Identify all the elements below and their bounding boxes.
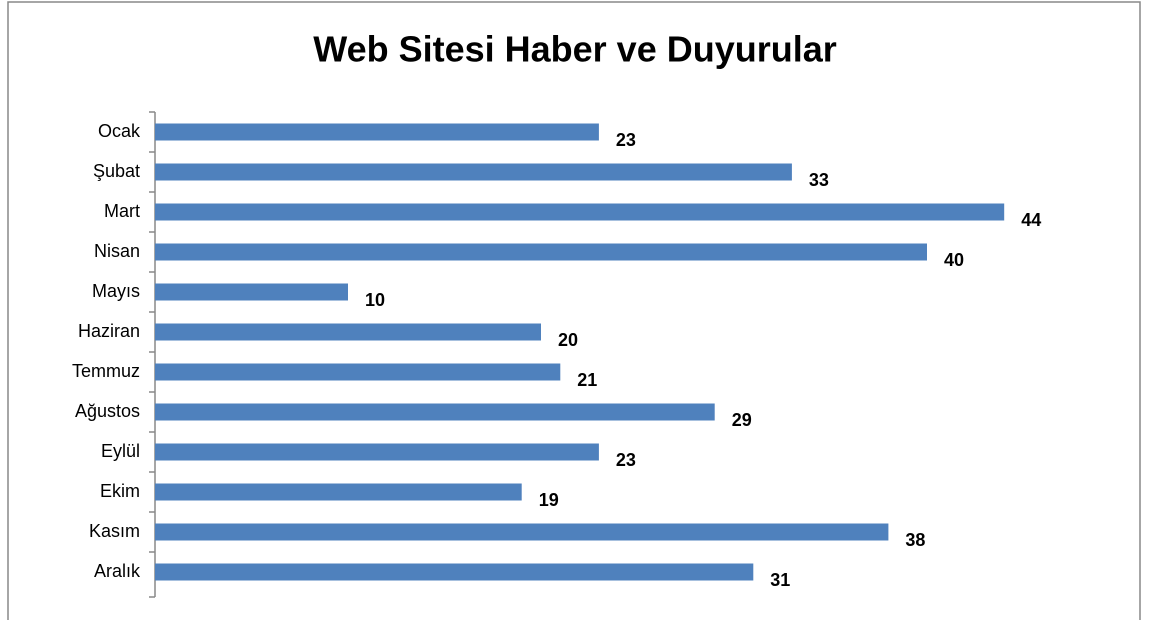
data-label: 19 — [539, 490, 559, 510]
y-tick-label: Aralık — [94, 561, 141, 581]
data-label: 23 — [616, 450, 636, 470]
y-tick-label: Ağustos — [75, 401, 140, 421]
data-label: 23 — [616, 130, 636, 150]
bar — [155, 363, 561, 381]
data-label: 31 — [770, 570, 790, 590]
bar — [155, 443, 599, 461]
bar — [155, 563, 754, 581]
y-tick-label: Eylül — [101, 441, 140, 461]
bar — [155, 123, 599, 141]
y-tick-label: Ocak — [98, 121, 141, 141]
bar — [155, 203, 1005, 221]
bar — [155, 323, 541, 341]
y-tick-label: Mart — [104, 201, 140, 221]
bar — [155, 483, 522, 501]
y-tick-label: Nisan — [94, 241, 140, 261]
bar — [155, 523, 889, 541]
y-tick-label: Şubat — [93, 161, 140, 181]
data-label: 10 — [365, 290, 385, 310]
y-tick-label: Haziran — [78, 321, 140, 341]
chart-frame — [7, 1, 1141, 620]
data-label: 21 — [577, 370, 597, 390]
bar — [155, 403, 715, 421]
y-tick-label: Kasım — [89, 521, 140, 541]
data-label: 40 — [944, 250, 964, 270]
y-tick-label: Mayıs — [92, 281, 140, 301]
bar — [155, 163, 792, 181]
data-label: 44 — [1021, 210, 1041, 230]
bar — [155, 243, 927, 261]
bar — [155, 283, 348, 301]
chart-title: Web Sitesi Haber ve Duyurular — [313, 29, 837, 70]
data-label: 20 — [558, 330, 578, 350]
y-tick-label: Ekim — [100, 481, 140, 501]
data-label: 29 — [732, 410, 752, 430]
data-label: 33 — [809, 170, 829, 190]
data-label: 38 — [905, 530, 925, 550]
y-tick-label: Temmuz — [72, 361, 140, 381]
